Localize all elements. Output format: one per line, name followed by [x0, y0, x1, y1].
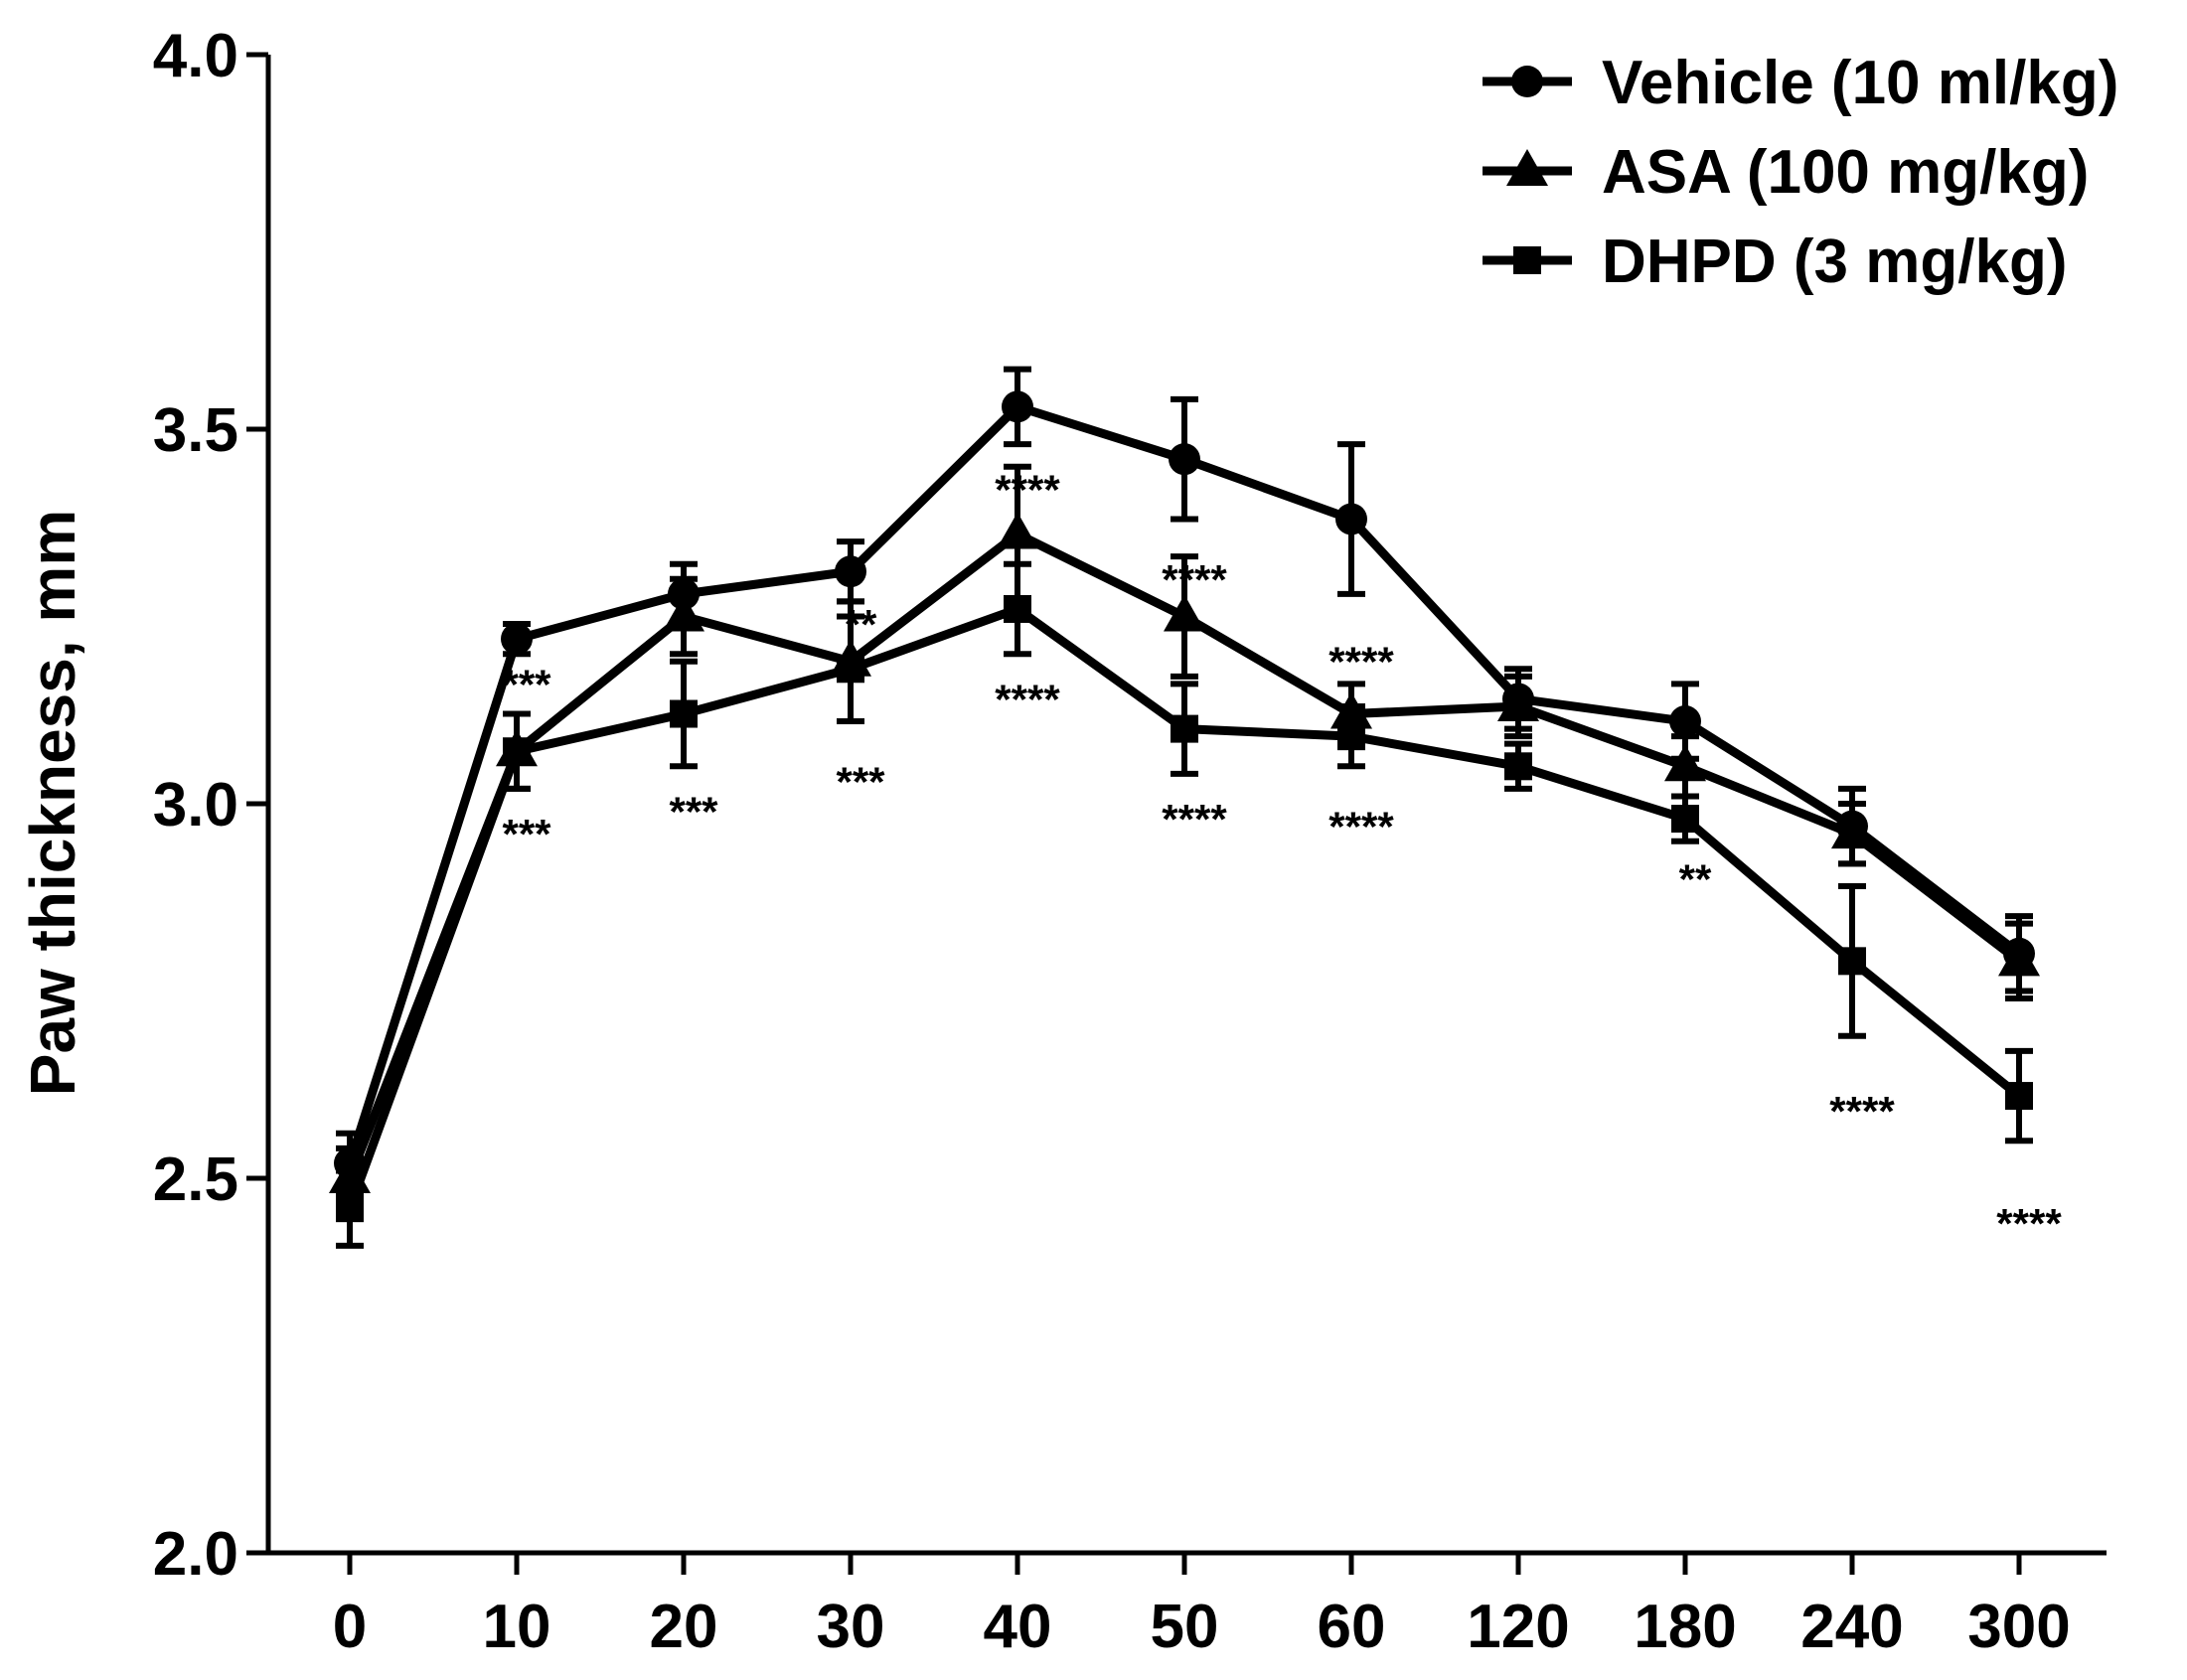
y-tick-label: 2.5 [153, 1145, 238, 1214]
data-point [1671, 805, 1699, 834]
legend-item-triangle: ASA (100 mg/kg) [1483, 138, 2089, 207]
y-tick-label: 3.5 [153, 396, 238, 465]
significance-label: *** [669, 789, 718, 836]
y-tick-label: 4.0 [153, 22, 238, 90]
series-layer [329, 366, 2040, 1249]
data-point [1497, 684, 1539, 721]
x-tick-label: 20 [650, 1593, 718, 1661]
data-point [1504, 752, 1532, 781]
legend-label: Vehicle (10 ml/kg) [1602, 49, 2118, 117]
data-point [1002, 390, 1033, 423]
significance-label: **** [1162, 556, 1227, 603]
data-point [663, 594, 704, 632]
significance-label: ** [845, 601, 877, 648]
x-tick-label: 10 [483, 1593, 551, 1661]
significance-label: **** [995, 466, 1060, 513]
data-point [997, 512, 1038, 549]
data-point [501, 623, 533, 656]
x-tick-label: 50 [1151, 1593, 1219, 1661]
data-point [670, 699, 698, 728]
data-point [1169, 443, 1200, 476]
legend-marker [1506, 149, 1548, 186]
data-point [336, 1194, 364, 1223]
data-point [837, 655, 864, 684]
data-point [1664, 744, 1706, 782]
data-point [1669, 705, 1701, 738]
data-point [1171, 714, 1198, 743]
legend-item-square: DHPD (3 mg/kg) [1483, 228, 2067, 296]
significance-label: **** [995, 676, 1060, 722]
significance-label: **** [1996, 1200, 2062, 1247]
significance-label: **** [1829, 1088, 1895, 1135]
y-tick-label: 3.0 [153, 771, 238, 840]
legend-item-circle: Vehicle (10 ml/kg) [1483, 49, 2118, 117]
significance-label: **** [1328, 639, 1394, 686]
x-tick-label: 60 [1318, 1593, 1386, 1661]
x-tick-label: 40 [984, 1593, 1052, 1661]
data-point [835, 555, 866, 588]
x-tick-label: 180 [1634, 1593, 1736, 1661]
significance-label: **** [1162, 796, 1227, 842]
data-point [1004, 594, 1031, 623]
data-point [2005, 1082, 2033, 1111]
x-tick-label: 30 [817, 1593, 885, 1661]
series-square [336, 560, 2033, 1249]
axes: 2.0 2.5 3.0 3.5 4.0 0 10 20 30 40 50 60 120 180 240 300 [153, 22, 2107, 1661]
significance-label: *** [502, 661, 551, 707]
x-tick-label: 0 [333, 1593, 367, 1661]
significance-annotations: ****** **********************************… [502, 466, 2062, 1247]
significance-label: *** [836, 758, 885, 805]
data-point [1831, 812, 1873, 849]
legend: Vehicle (10 ml/kg) ASA (100 mg/kg) DHPD (3… [1483, 49, 2118, 296]
legend-label: ASA (100 mg/kg) [1602, 138, 2089, 207]
y-axis-title: Paw thickness, mm [17, 510, 88, 1096]
data-point [1337, 722, 1365, 751]
data-point [503, 737, 531, 766]
data-point [1164, 594, 1205, 632]
x-tick-label: 240 [1800, 1593, 1903, 1661]
data-point [1838, 947, 1866, 976]
x-tick-label: 300 [1967, 1593, 2070, 1661]
legend-label: DHPD (3 mg/kg) [1602, 228, 2067, 296]
data-point [1998, 939, 2040, 977]
series-circle [334, 366, 2035, 1197]
y-tick-label: 2.0 [153, 1520, 238, 1589]
data-point [1335, 503, 1367, 535]
legend-marker [1511, 66, 1543, 97]
x-tick-label: 120 [1467, 1593, 1569, 1661]
significance-label: **** [1328, 804, 1394, 850]
legend-marker [1513, 246, 1541, 274]
significance-label: ** [1679, 855, 1712, 902]
significance-label: *** [502, 811, 551, 857]
